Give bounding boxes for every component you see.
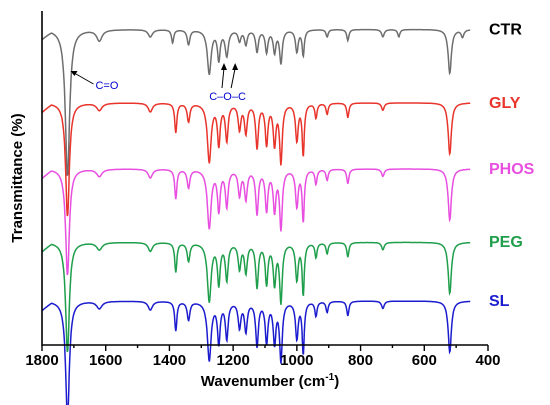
series-line-phos: [41, 168, 471, 276]
x-axis-label: Wavenumber (cm-1): [201, 372, 339, 390]
series-labels: CTR GLY PHOS PEG SL: [489, 21, 535, 310]
x-tick-label: 1600: [89, 352, 122, 369]
series-line-sl: [41, 300, 471, 405]
series-line-ctr: [41, 28, 471, 176]
series-line-peg: [41, 241, 471, 353]
x-tick-label: 1400: [153, 352, 186, 369]
x-tick-label: 1000: [280, 352, 313, 369]
axis-frame: [41, 11, 488, 346]
x-tick-label: 800: [348, 352, 373, 369]
series-group: [41, 28, 471, 405]
annotation-co: C=O: [95, 80, 118, 92]
x-tick-label: 1200: [216, 352, 249, 369]
annotation-arrow-coc-1: [221, 67, 225, 89]
x-ticks: 1800 1600 1400 1200 1000 800 600 400: [25, 345, 501, 369]
annotation-coc: C–O–C: [209, 91, 246, 103]
y-axis-label: Transmittance (%): [9, 113, 26, 242]
annotation-arrowhead-coc-2: [232, 63, 239, 70]
series-line-gly: [41, 102, 471, 217]
series-label-phos: PHOS: [489, 161, 535, 178]
x-tick-label: 600: [412, 352, 437, 369]
annotation-arrow-co: [72, 71, 94, 85]
series-label-ctr: CTR: [489, 21, 522, 38]
annotation-arrow-coc-2: [230, 67, 236, 89]
series-label-sl: SL: [489, 293, 510, 310]
series-label-gly: GLY: [489, 95, 521, 112]
series-label-peg: PEG: [489, 234, 523, 251]
annotation-arrowhead-coc-1: [220, 63, 227, 70]
x-tick-label: 1800: [25, 352, 58, 369]
x-tick-label: 400: [475, 352, 500, 369]
annotations: C=O C–O–C: [70, 63, 246, 103]
annotation-arrowhead-co: [70, 71, 78, 76]
